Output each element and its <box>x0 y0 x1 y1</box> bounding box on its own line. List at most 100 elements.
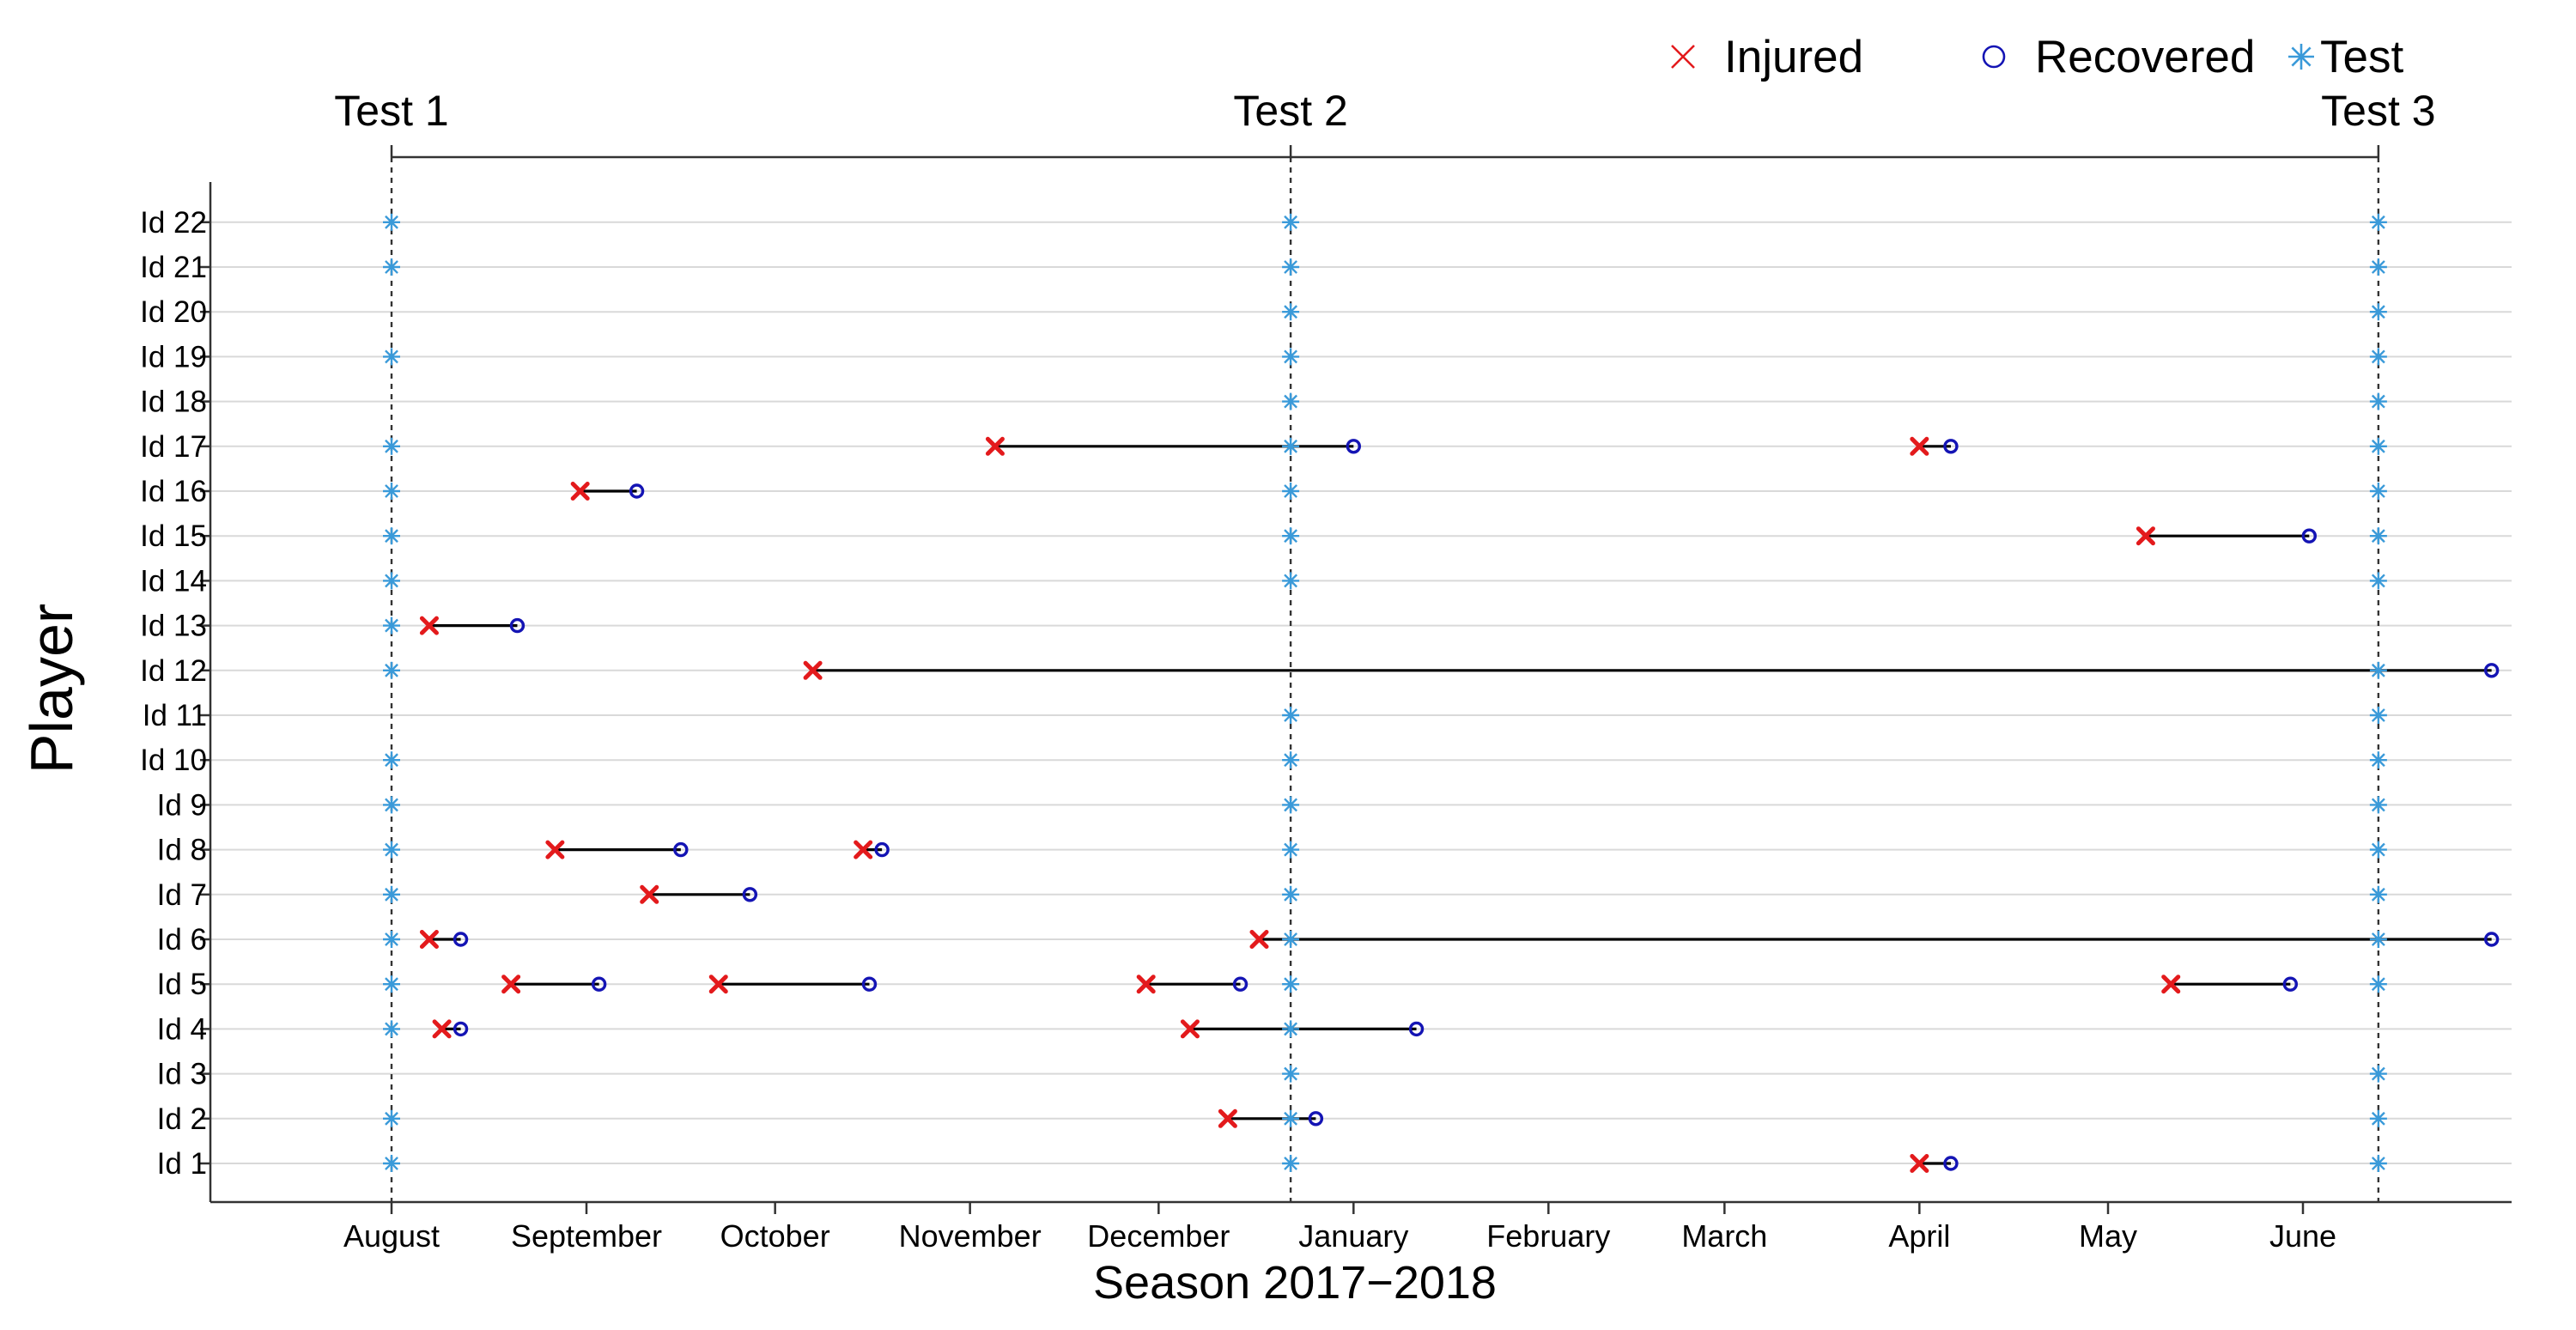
injured-marker <box>1136 975 1156 994</box>
test-marker <box>1282 527 1300 545</box>
y-tick-label: Id 18 <box>140 386 207 419</box>
x-tick-label: October <box>720 1218 830 1254</box>
test-marker <box>1282 1109 1300 1127</box>
injured-marker <box>1910 436 1929 456</box>
injured-marker <box>419 616 439 635</box>
y-tick-label: Id 5 <box>157 968 207 1001</box>
y-tick-labels: Id 1 Id 2 Id 3 Id 4 Id 5 Id 6 Id 7 Id 8 Id 9 Id 1… <box>140 206 210 1181</box>
test-marker <box>2369 392 2387 410</box>
test-label-3: Test 3 <box>2321 87 2435 135</box>
recovered-marker <box>673 841 689 858</box>
x-tick-labels: August September October November December Ja… <box>343 1202 2336 1254</box>
legend-label: Injured <box>1724 32 1863 82</box>
recovered-marker <box>591 976 607 992</box>
injured-marker <box>2136 526 2155 546</box>
y-tick-label: Id 3 <box>157 1058 207 1091</box>
test-marker <box>383 572 400 590</box>
y-tick-label: Id 13 <box>140 610 207 643</box>
recovered-marker <box>2483 932 2500 947</box>
test-marker <box>1282 258 1300 276</box>
x-tick-label: March <box>1681 1218 1767 1254</box>
recovered-marker <box>1943 439 1959 454</box>
recovered-marker <box>453 1021 469 1037</box>
test-marker <box>1282 931 1300 948</box>
injured-marker <box>1218 1108 1237 1128</box>
test-marker <box>1282 437 1300 455</box>
injured-marker <box>985 436 1005 456</box>
recovered-marker <box>1232 976 1249 992</box>
y-tick-label: Id 12 <box>140 654 207 688</box>
test-lines-layer <box>390 145 2380 1202</box>
legend-item-recovered: Recovered <box>1982 32 2255 82</box>
x-tick-label: September <box>511 1218 662 1254</box>
y-tick-label: Id 2 <box>157 1102 207 1136</box>
test-marker <box>2369 931 2387 948</box>
y-tick-label: Id 17 <box>140 430 207 464</box>
legend-test-icon <box>2288 44 2314 70</box>
test-marker <box>383 796 400 814</box>
test-marker <box>383 975 400 993</box>
y-tick-label: Id 16 <box>140 475 207 508</box>
recovered-marker <box>1943 1156 1959 1171</box>
y-tick-label: Id 6 <box>157 923 207 957</box>
x-tick-label: April <box>1888 1218 1950 1254</box>
test-marker <box>383 616 400 635</box>
legend: Injured Recovered Test <box>1671 32 2403 82</box>
recovered-marker <box>629 483 645 499</box>
recovered-marker <box>861 976 878 992</box>
test-marker <box>1282 841 1300 859</box>
x-tick-label: February <box>1486 1218 1610 1254</box>
test-label-2: Test 2 <box>1233 87 1347 135</box>
test-marker <box>1282 303 1300 321</box>
test-marker <box>383 751 400 769</box>
test-marker <box>383 527 400 545</box>
test-marker <box>2369 348 2387 366</box>
x-tick-label: August <box>343 1218 440 1254</box>
x-tick-label: December <box>1087 1218 1230 1254</box>
test-marker <box>2369 213 2387 231</box>
test-marker <box>383 483 400 500</box>
y-tick-label: Id 19 <box>140 340 207 373</box>
test-marker <box>383 437 400 455</box>
test-marker <box>1282 1065 1300 1083</box>
test-marker <box>1282 392 1300 410</box>
y-tick-label: Id 8 <box>157 834 207 867</box>
test-marker <box>1282 885 1300 903</box>
recovered-marker <box>2282 976 2299 992</box>
test-marker <box>383 1155 400 1172</box>
test-marker <box>383 885 400 903</box>
legend-item-test: Test <box>2288 32 2403 82</box>
test-marker <box>2369 527 2387 545</box>
y-tick-label: Id 22 <box>140 206 207 240</box>
test-marker <box>383 1109 400 1127</box>
test-marker <box>1282 1155 1300 1172</box>
test-marker <box>2369 572 2387 590</box>
x-tick-label: May <box>2079 1218 2137 1254</box>
injured-marker <box>640 884 659 904</box>
recovered-marker <box>1346 439 1362 454</box>
y-tick-label: Id 14 <box>140 564 207 598</box>
x-axis-title: Season 2017−2018 <box>1093 1257 1497 1309</box>
test-marker <box>2369 975 2387 993</box>
axes-layer <box>209 155 2512 1204</box>
test-marker <box>383 661 400 679</box>
test-marker <box>2369 303 2387 321</box>
test-marker <box>1282 796 1300 814</box>
test-marker <box>1282 1020 1300 1038</box>
markers <box>383 213 2500 1173</box>
y-tick-label: Id 7 <box>157 878 207 912</box>
y-tick-label: Id 9 <box>157 788 207 822</box>
test-marker <box>2369 483 2387 500</box>
recovered-marker <box>1308 1111 1324 1127</box>
test-marker <box>1282 975 1300 993</box>
legend-label: Test <box>2320 32 2403 82</box>
test-marker <box>2369 661 2387 679</box>
y-tick-label: Id 15 <box>140 519 207 553</box>
injury-spans <box>428 445 2492 1165</box>
y-axis-title: Player <box>18 604 85 774</box>
test-marker <box>2369 437 2387 455</box>
test-marker <box>383 931 400 948</box>
x-tick-label: November <box>899 1218 1042 1254</box>
injured-marker <box>1249 930 1269 949</box>
